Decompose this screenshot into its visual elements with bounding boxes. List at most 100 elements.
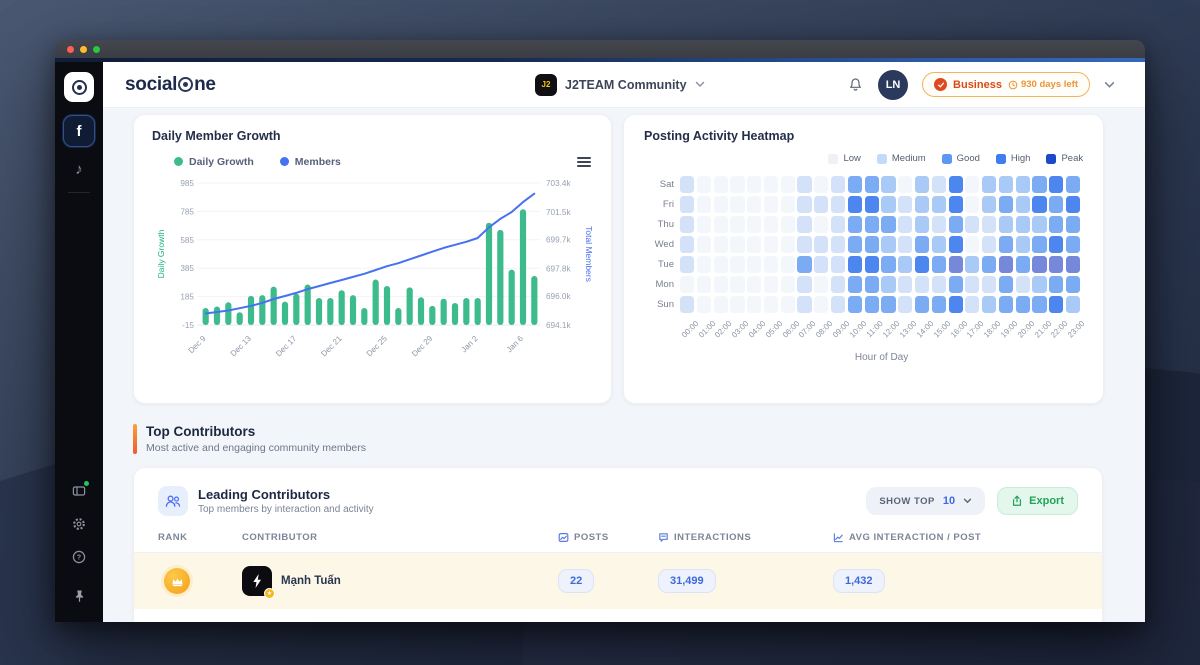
heatmap-hour-label: 13:00 <box>897 319 919 340</box>
heatmap-cell <box>965 216 980 233</box>
app-logo[interactable] <box>64 72 94 102</box>
heatmap-cell <box>780 236 795 253</box>
top-contributors-section-header: Top Contributors Most active and engagin… <box>133 424 1103 454</box>
heatmap-hour-label: 21:00 <box>1032 319 1053 340</box>
heatmap-cell <box>948 176 963 193</box>
sidebar-pin-button[interactable] <box>71 588 87 604</box>
community-selector[interactable]: J2 J2TEAM Community <box>535 73 705 96</box>
heatmap-axis-title: Hour of Day <box>854 352 909 363</box>
heatmap-cell <box>948 296 963 313</box>
show-top-dropdown[interactable]: SHOW TOP 10 <box>866 487 986 515</box>
svg-text:Dec 9: Dec 9 <box>187 333 209 355</box>
bell-icon[interactable] <box>847 76 864 94</box>
heatmap-cell <box>881 296 896 313</box>
heatmap-row-tue: Tue <box>644 256 1083 273</box>
plan-badge[interactable]: Business 930 days left <box>922 72 1090 97</box>
growth-bar <box>361 307 368 325</box>
growth-bar <box>304 284 311 325</box>
show-top-value: 10 <box>942 495 956 507</box>
heatmap-cell <box>914 216 930 233</box>
contributor-avatar: ★ <box>242 566 275 599</box>
heatmap-row-fri: Fri <box>644 196 1083 213</box>
heatmap-cell <box>814 256 829 273</box>
column-interactions: INTERACTIONS <box>658 532 833 543</box>
column-avg-interaction: AVG INTERACTION / POST <box>833 532 1078 543</box>
export-button[interactable]: Export <box>997 487 1078 515</box>
sidebar: f ♪ ? <box>55 62 103 622</box>
heatmap-cell <box>965 236 980 253</box>
users-icon <box>165 495 181 507</box>
heatmap-hour-label: 03:00 <box>730 319 751 340</box>
plan-name: Business <box>953 78 1002 91</box>
heatmap-cell <box>680 236 695 253</box>
heatmap-cell <box>881 276 896 293</box>
heatmap-cell <box>730 256 745 273</box>
heatmap-cell <box>898 196 913 213</box>
legend-label: Low <box>843 153 861 164</box>
heatmap-cell <box>814 196 829 213</box>
column-rank: RANK <box>158 532 188 543</box>
growth-bar <box>485 222 493 325</box>
heatmap-cell <box>780 256 795 273</box>
interactions-icon <box>659 533 668 542</box>
svg-text:Dec 17: Dec 17 <box>274 333 299 358</box>
leaderboard-subtitle: Top members by interaction and activity <box>198 504 374 515</box>
heatmap-cell <box>998 176 1014 193</box>
legend-label: Medium <box>891 153 926 164</box>
heatmap-cell <box>1065 236 1081 253</box>
sidebar-help-button[interactable]: ? <box>71 549 87 565</box>
chart-menu-icon[interactable] <box>575 155 593 169</box>
heatmap-cell <box>847 236 862 253</box>
minimize-window-button[interactable] <box>80 45 87 53</box>
user-avatar[interactable]: LN <box>878 69 909 100</box>
column-posts: POSTS <box>558 532 658 543</box>
svg-text:Jan 2: Jan 2 <box>459 333 480 354</box>
sidebar-panel-button[interactable] <box>71 481 89 499</box>
heatmap-cell <box>1015 236 1030 253</box>
heatmap-cell <box>898 276 913 293</box>
social-one-logo-icon <box>71 79 87 95</box>
legend-swatch <box>941 153 952 164</box>
heatmap-hour-label: 11:00 <box>864 319 885 340</box>
heatmap-cell <box>931 236 946 253</box>
sidebar-item-tiktok[interactable]: ♪ <box>75 161 83 178</box>
heatmap-cell <box>1032 296 1047 313</box>
heatmap-cell <box>797 196 812 213</box>
help-icon: ? <box>72 550 86 564</box>
heatmap-cell <box>982 236 997 253</box>
heatmap-cell <box>864 176 879 193</box>
maximize-window-button[interactable] <box>93 45 100 53</box>
heatmap-cell <box>780 196 795 213</box>
heatmap-hour-label: 02:00 <box>713 319 734 340</box>
sidebar-settings-button[interactable] <box>71 516 87 532</box>
growth-bar <box>247 295 255 325</box>
heatmap-cell <box>797 236 812 253</box>
close-window-button[interactable] <box>67 45 74 53</box>
heatmap-cell <box>814 176 829 193</box>
heatmap-cell <box>948 216 963 233</box>
svg-text:Dec 13: Dec 13 <box>229 333 254 358</box>
heatmap-cell <box>948 276 963 293</box>
chevron-down-icon[interactable] <box>1104 81 1115 89</box>
heatmap-cell <box>763 176 779 193</box>
posts-icon <box>558 533 569 542</box>
heatmap-cell <box>864 276 879 293</box>
table-row[interactable]: ★ Mạnh Tuấn 22 31,499 1,432 <box>134 553 1102 609</box>
growth-bar <box>531 275 538 325</box>
sidebar-item-facebook[interactable]: f <box>63 115 95 147</box>
legend-item-members[interactable]: Members <box>279 155 341 168</box>
legend-item-daily-growth[interactable]: Daily Growth <box>174 156 254 168</box>
heatmap-cell <box>797 256 812 273</box>
heatmap-cell <box>898 296 913 313</box>
heatmap-cell <box>1032 216 1047 233</box>
heatmap-cell <box>914 176 930 193</box>
heatmap-cell <box>713 196 728 213</box>
heatmap-cell <box>847 196 862 213</box>
check-circle-icon <box>934 78 948 91</box>
contributor-cell[interactable]: ★ Mạnh Tuấn <box>242 566 558 599</box>
posting-activity-heatmap-card: Posting Activity Heatmap Low Medium Good Hi… <box>623 114 1105 404</box>
brand-text-1: social <box>125 73 178 95</box>
heatmap-cell <box>1065 276 1081 293</box>
heatmap-cell <box>680 276 695 293</box>
legend-label: Members <box>294 155 341 168</box>
